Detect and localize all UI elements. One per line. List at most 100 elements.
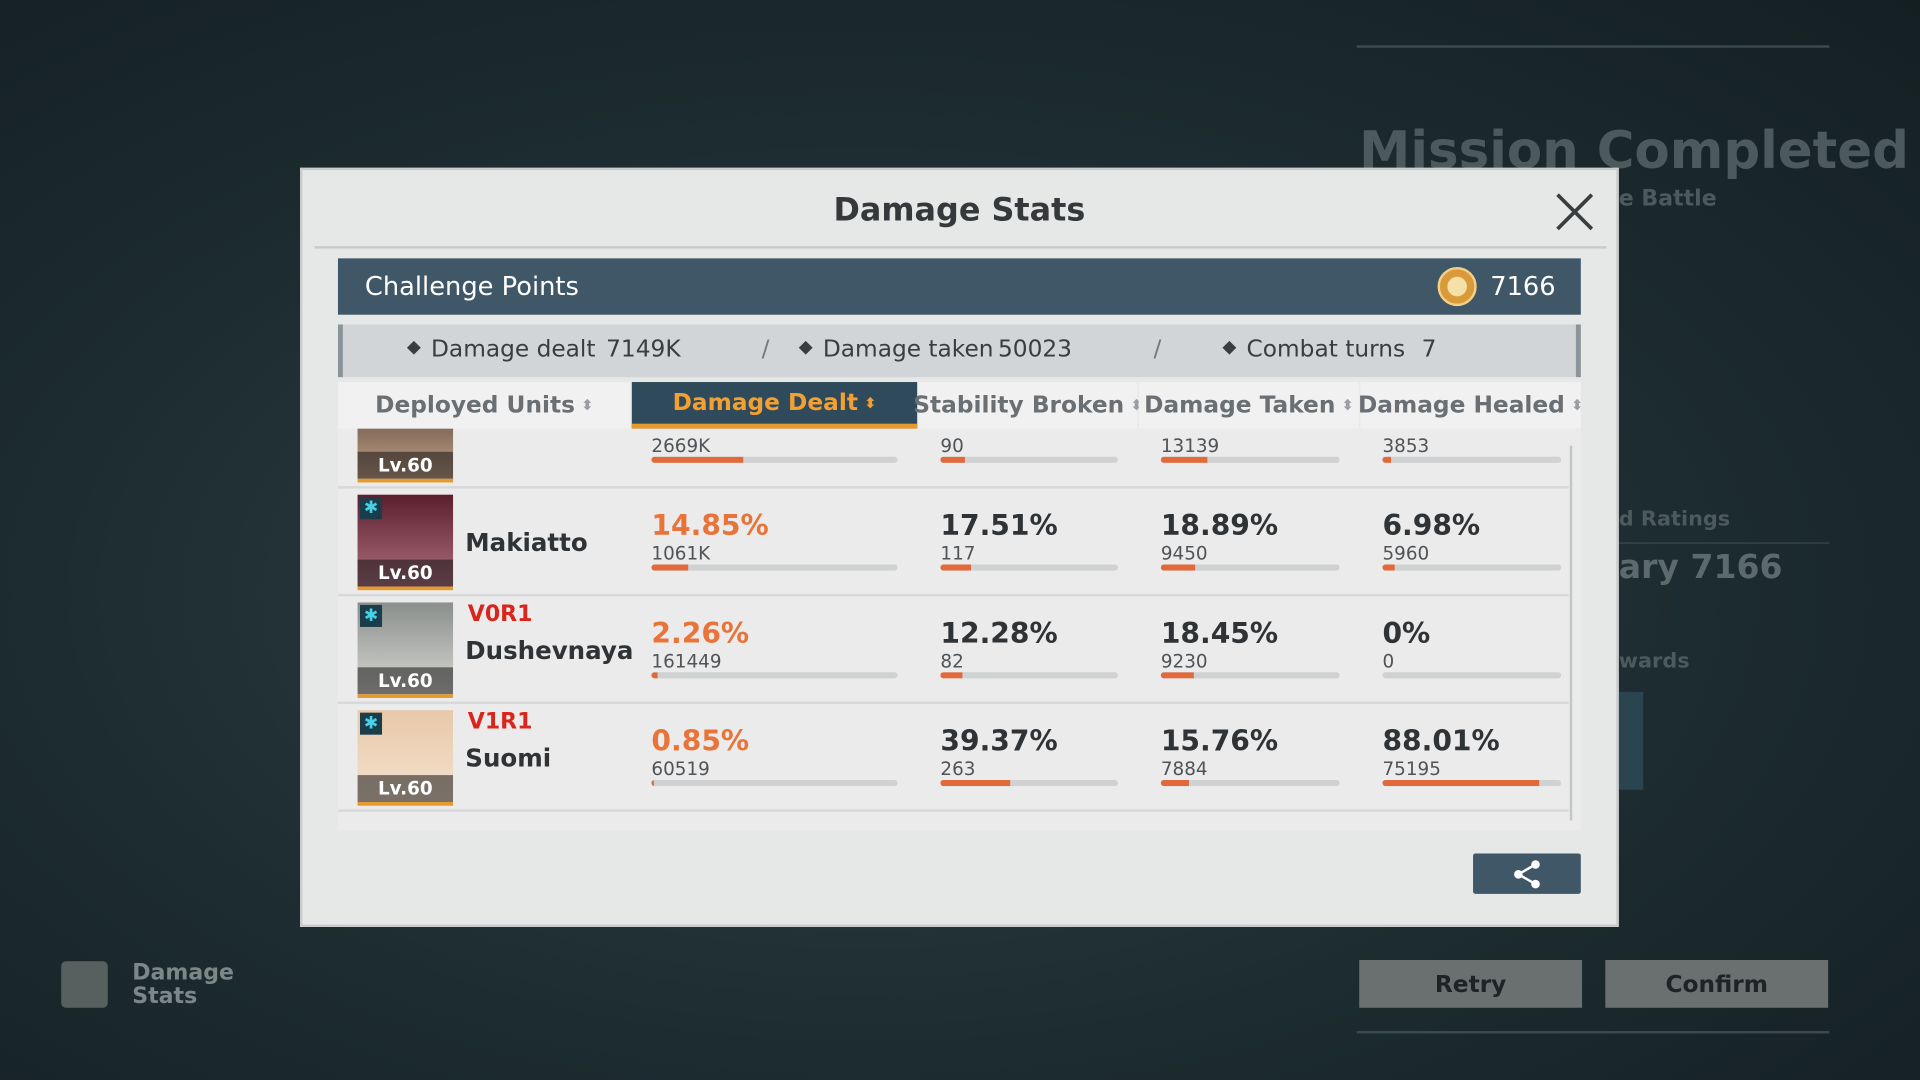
stat-bar-track [940, 564, 1118, 571]
stat-bar [940, 564, 972, 571]
tab[interactable]: Stability Broken ⬍ [913, 382, 1143, 429]
summary-label: Damage dealt [431, 335, 596, 363]
summary-value: 7149K [606, 335, 681, 363]
stat-bar-track [651, 564, 898, 571]
stat-value: 9230 [1160, 650, 1208, 673]
stat-bar-track [940, 780, 1118, 787]
summary-value: 7 [1421, 335, 1437, 363]
stat-bar [940, 456, 965, 463]
unit-row: ✱ Lv.60 V1R1 Suomi 0.85% 60519 39.37% 263 15.76%… [337, 704, 1569, 812]
stat-bar-track [1382, 456, 1562, 463]
summary-label: Combat turns [1246, 335, 1406, 363]
sort-icon: ⬍ [1570, 396, 1584, 414]
confirm-button[interactable]: Confirm [1605, 960, 1829, 1008]
unit-row: ✱ Lv.60 Makiatto 14.85% 1061K 17.51% 117 18.89%… [337, 489, 1569, 597]
stat-percent: 18.45% [1160, 618, 1279, 651]
stat-value: 1061K [651, 542, 711, 565]
stat-bar [651, 456, 744, 463]
tab-label: Damage Dealt [672, 389, 858, 417]
stat-percent: 18.89% [1160, 510, 1279, 543]
close-button[interactable] [1554, 191, 1596, 233]
tab[interactable]: Damage Healed ⬍ [1358, 382, 1584, 429]
unit-avatar: Lv.60 [357, 428, 454, 483]
damage-stats-dialog: Damage Stats Challenge Points 7166 Damag… [300, 167, 1619, 927]
stat-bar-track [1382, 564, 1562, 571]
unit-row: ✱ Lv.60 V0R1 Dushevnaya 2.26% 161449 12.28% 82 1… [337, 596, 1569, 705]
stat-value: 60519 [651, 757, 710, 781]
stat-bar [1160, 672, 1194, 679]
element-badge: ✱ [360, 712, 383, 735]
unit-list: Lv.60Rebella2669K90131393853✱Lv.60Makiat… [337, 428, 1581, 831]
summary-bullet [798, 340, 813, 355]
stat-bar-track [1160, 780, 1340, 787]
share-button[interactable] [1473, 853, 1581, 894]
divider [1356, 45, 1830, 48]
stat-value: 117 [940, 542, 976, 565]
tab-label: Damage Taken [1144, 391, 1336, 419]
unit-name: Suomi [465, 743, 552, 773]
stat-bar [1160, 456, 1208, 463]
stat-value: 9450 [1160, 542, 1208, 565]
stat-bar-track [651, 780, 898, 787]
stat-bar [651, 564, 688, 571]
stat-percent: 0.85% [651, 726, 750, 758]
stat-value: 5960 [1382, 542, 1430, 565]
tab[interactable]: Deployed Units ⬍ [337, 382, 631, 429]
stat-value: 82 [940, 650, 964, 673]
unit-avatar: ✱ Lv.60 [357, 494, 454, 591]
stat-bar-track [1160, 564, 1340, 571]
unit-level: Lv.60 [357, 667, 454, 695]
rewards-label: wards [1618, 648, 1690, 674]
stat-bar [1382, 780, 1540, 787]
stat-bar [651, 780, 654, 787]
summary-label: Damage taken [822, 335, 994, 363]
stat-value: 263 [940, 757, 976, 781]
stat-bar [1382, 564, 1395, 571]
stat-percent: 6.98% [1382, 510, 1481, 543]
mission-subtitle: e Battle [1618, 186, 1717, 212]
stat-value: 3853 [1382, 434, 1430, 457]
stat-percent: 14.85% [651, 510, 769, 543]
stat-percent: 15.76% [1160, 726, 1279, 758]
element-badge: ✱ [360, 497, 383, 520]
tab[interactable]: Damage Taken ⬍ [1138, 382, 1360, 429]
tab[interactable]: Damage Dealt ⬍ [631, 382, 918, 429]
damage-stats-icon[interactable] [61, 961, 108, 1008]
stat-bar [651, 672, 657, 679]
summary-bullet [406, 340, 421, 355]
stat-percent: 17.51% [940, 510, 1058, 543]
share-icon [1514, 860, 1540, 889]
unit-avatar: ✱ Lv.60 [357, 602, 454, 698]
stat-percent: 12.28% [940, 618, 1058, 651]
side-button-line: Damage [132, 960, 234, 986]
summary-separator: / [761, 335, 770, 363]
stat-value: 75195 [1382, 757, 1441, 781]
damage-stats-button[interactable]: Damage Stats [132, 961, 234, 1008]
reward-slot [1618, 691, 1644, 790]
stat-percent: 39.37% [940, 726, 1058, 758]
unit-name: Dushevnaya [465, 635, 634, 665]
sort-icon: ⬍ [864, 394, 877, 412]
divider [1356, 1031, 1830, 1034]
scrollbar [1569, 445, 1573, 821]
stat-value: 7884 [1160, 757, 1208, 781]
stat-bar-track [1382, 672, 1562, 679]
unit-name: Makiatto [465, 527, 588, 558]
stat-bar-track [1382, 780, 1562, 787]
tab-label: Stability Broken [913, 391, 1125, 419]
unit-level: Lv.60 [357, 559, 454, 587]
stat-value: 0 [1382, 650, 1395, 673]
stat-bar-track [651, 672, 898, 679]
retry-button[interactable]: Retry [1359, 960, 1583, 1008]
unit-tag: V1R1 [467, 708, 533, 735]
stat-value: 161449 [651, 650, 722, 673]
ratings-label: d Ratings [1618, 506, 1731, 532]
sort-icon: ⬍ [1341, 396, 1354, 414]
unit-tag: V0R1 [467, 601, 533, 627]
stat-percent: 0% [1382, 618, 1431, 651]
unit-row: Lv.60Rebella2669K90131393853 [337, 428, 1569, 489]
rating-value: ary 7166 [1618, 548, 1783, 587]
stat-bar [1160, 564, 1195, 571]
